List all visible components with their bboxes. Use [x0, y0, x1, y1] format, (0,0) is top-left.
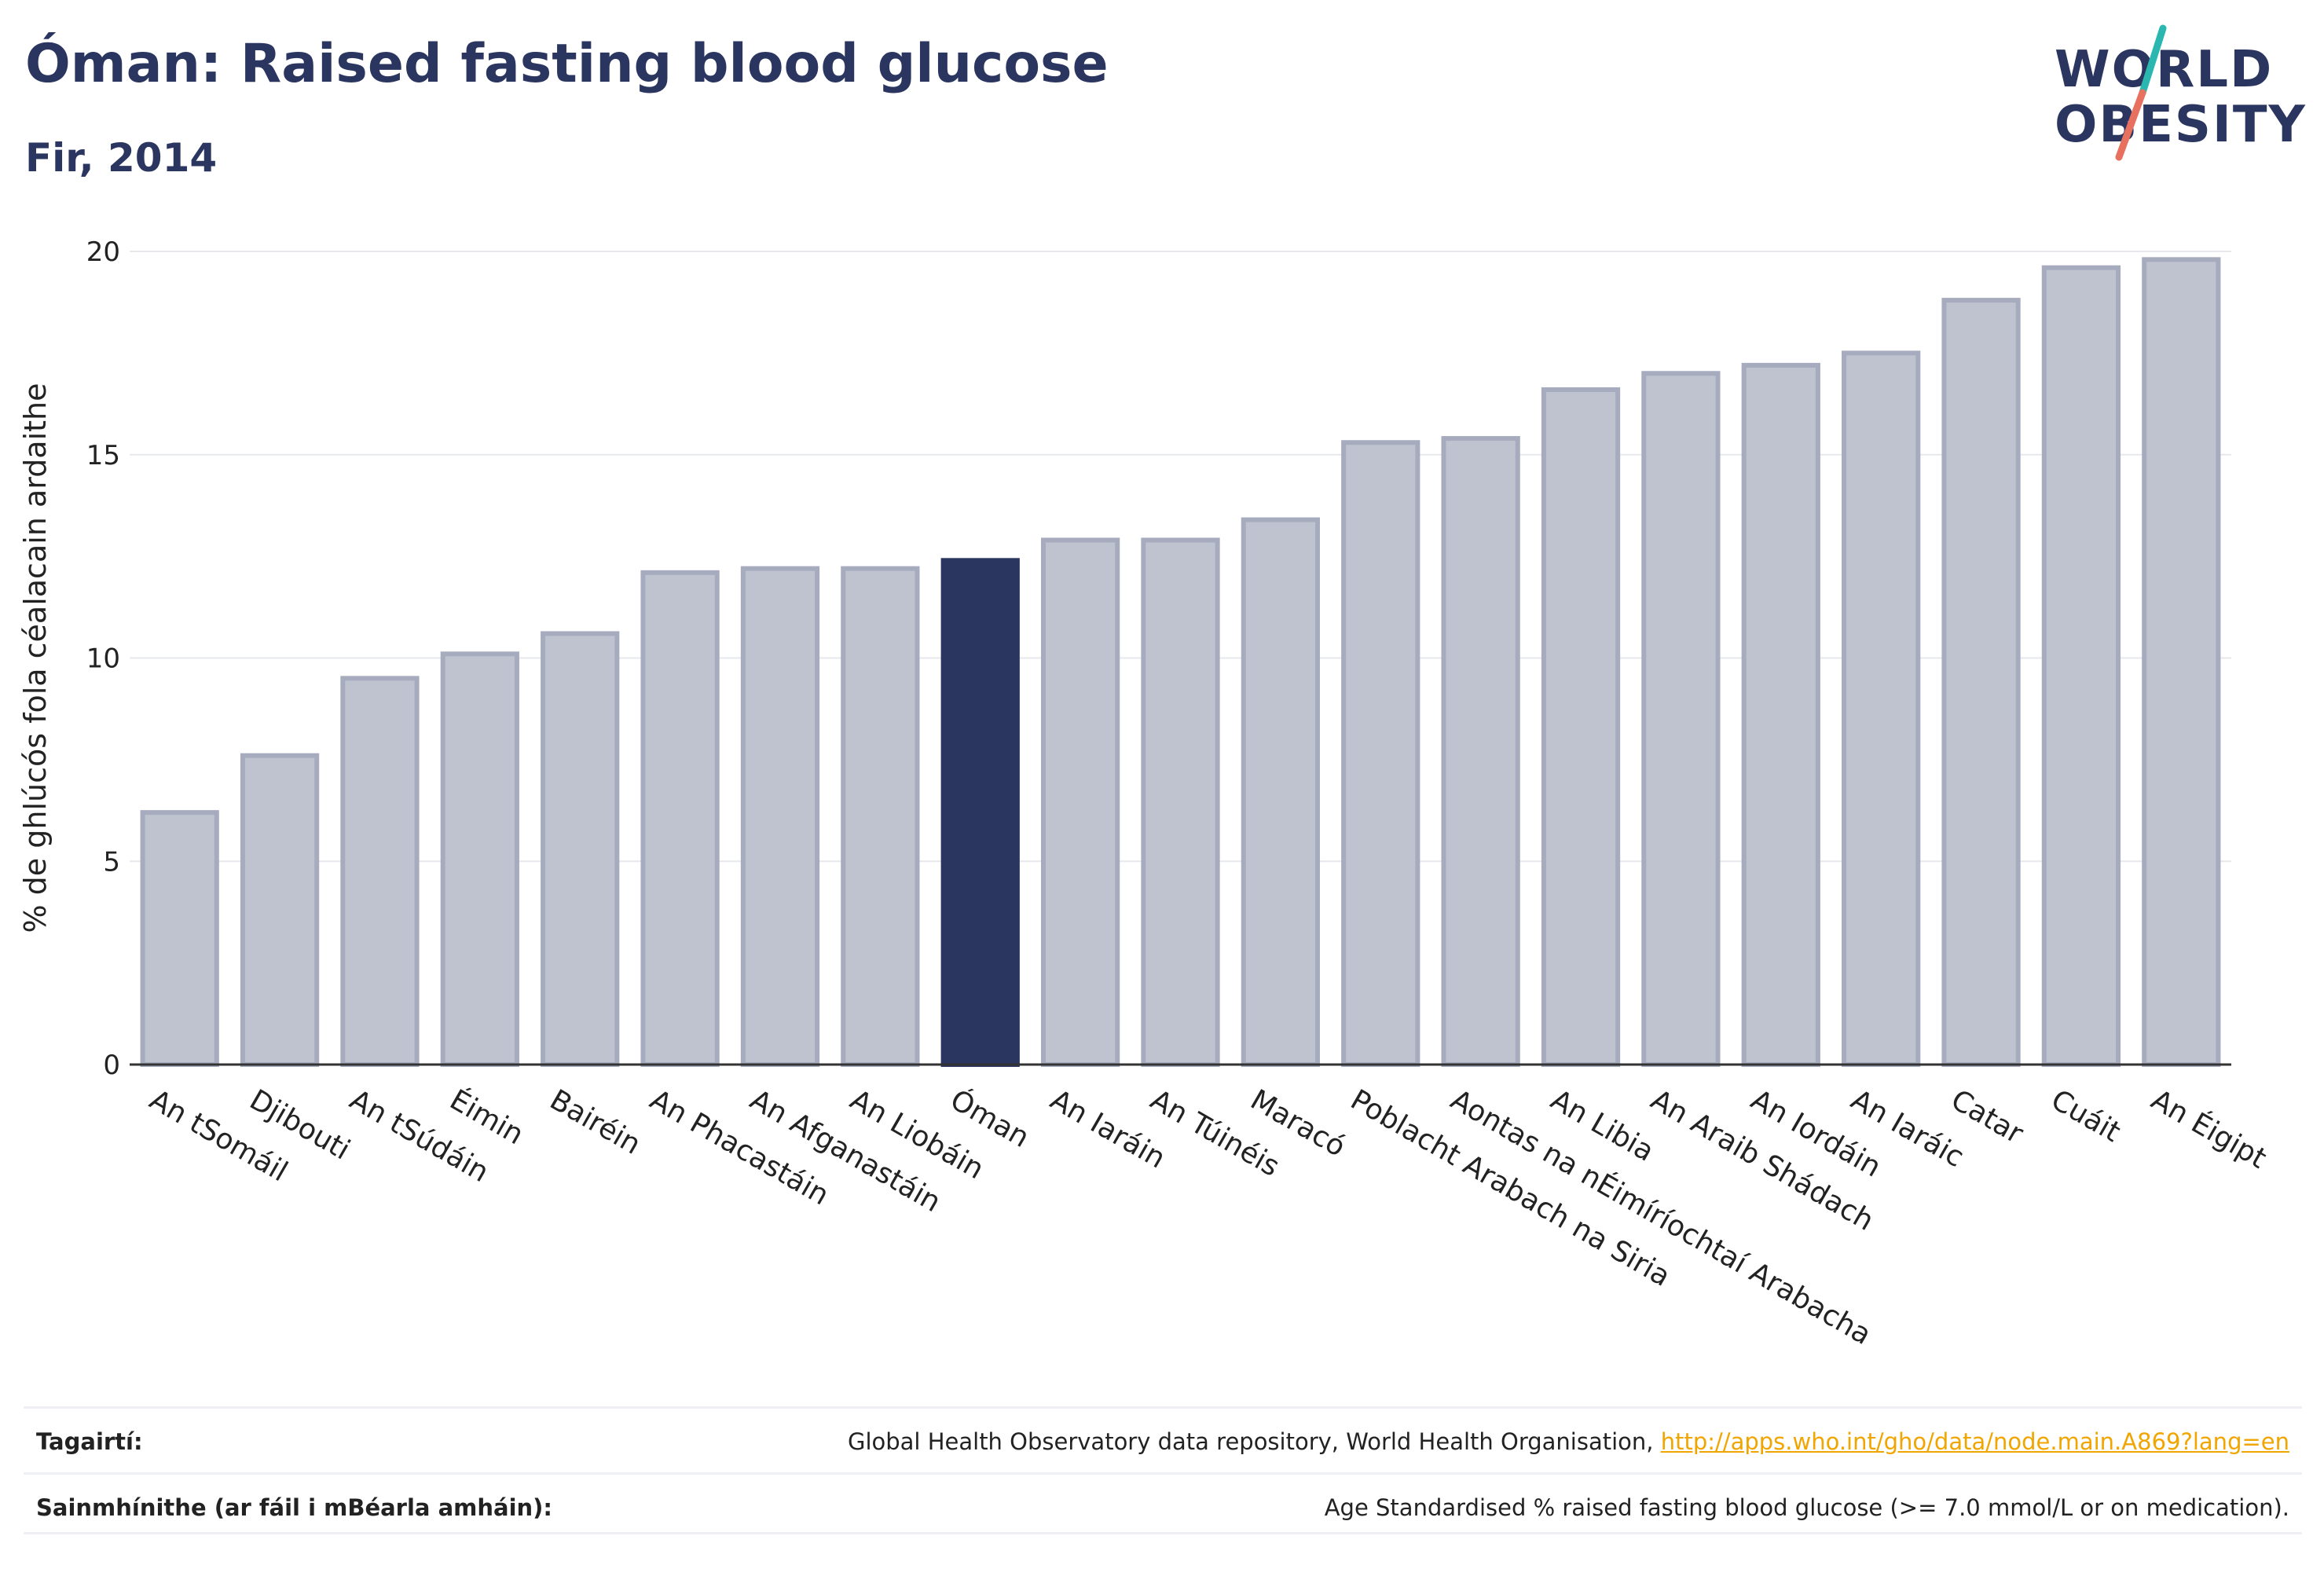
- bar: [1741, 362, 1820, 1067]
- x-tick-label: An Phacastáin: [644, 1083, 834, 1211]
- definitions-text: Age Standardised % raised fasting blood …: [1324, 1494, 2289, 1521]
- definitions-label: Sainmhínithe (ar fáil i mBéarla amháin):: [36, 1494, 553, 1521]
- bar: [1541, 387, 1621, 1067]
- references-value: Global Health Observatory data repositor…: [848, 1428, 2289, 1455]
- x-tick-label: An Iaráin: [1045, 1083, 1171, 1175]
- bar: [1141, 537, 1220, 1067]
- y-tick-label: 15: [86, 440, 120, 471]
- references-link[interactable]: http://apps.who.int/gho/data/node.main.A…: [1660, 1428, 2289, 1455]
- bar: [2041, 265, 2121, 1067]
- bar: [740, 566, 820, 1067]
- y-axis-title: % de ghlúcós fola céalacain ardaithe: [18, 383, 53, 933]
- bar: [1040, 537, 1120, 1067]
- bar: [340, 676, 420, 1067]
- bar: [140, 810, 219, 1068]
- bar: [240, 753, 320, 1067]
- x-tick-label: Cuáit: [2046, 1083, 2126, 1149]
- x-tick-label: An Éigipt: [2146, 1083, 2272, 1175]
- logo-slash-icon: [2115, 24, 2167, 161]
- bar: [440, 651, 519, 1067]
- world-obesity-logo: WORLD OBESITY: [2055, 22, 2306, 171]
- y-tick-labels: 0 5 10 15 20: [86, 236, 120, 1081]
- definitions-row: Sainmhínithe (ar fáil i mBéarla amháin):…: [24, 1472, 2302, 1541]
- logo-line-1: WORLD: [2055, 41, 2274, 99]
- y-tick-label: 0: [103, 1050, 120, 1081]
- bar: [1341, 440, 1420, 1067]
- bar: [841, 566, 920, 1067]
- bar: [1941, 298, 2021, 1068]
- bars: [140, 257, 2221, 1068]
- chart-title: Óman: Raised fasting blood glucose: [25, 33, 1109, 95]
- bar: [1842, 350, 1921, 1067]
- references-row: Tagairtí: Global Health Observatory data…: [24, 1406, 2302, 1475]
- references-label: Tagairtí:: [36, 1428, 143, 1455]
- bar: [2142, 257, 2221, 1068]
- references-text: Global Health Observatory data repositor…: [847, 1428, 1661, 1455]
- bar: [1441, 436, 1520, 1067]
- y-tick-label: 5: [103, 846, 120, 878]
- bar: [1641, 371, 1721, 1067]
- footer-divider: [24, 1532, 2302, 1534]
- x-tick-label: Bairéin: [544, 1083, 646, 1160]
- bar: [1241, 517, 1321, 1067]
- chart-subtitle: Fir, 2014: [25, 135, 218, 181]
- logo-line-2: OBESITY: [2055, 96, 2307, 154]
- bar: [541, 631, 620, 1067]
- bar: [640, 570, 720, 1067]
- bar-highlighted: [940, 558, 1020, 1067]
- y-tick-label: 10: [86, 643, 120, 675]
- y-tick-label: 20: [86, 236, 120, 268]
